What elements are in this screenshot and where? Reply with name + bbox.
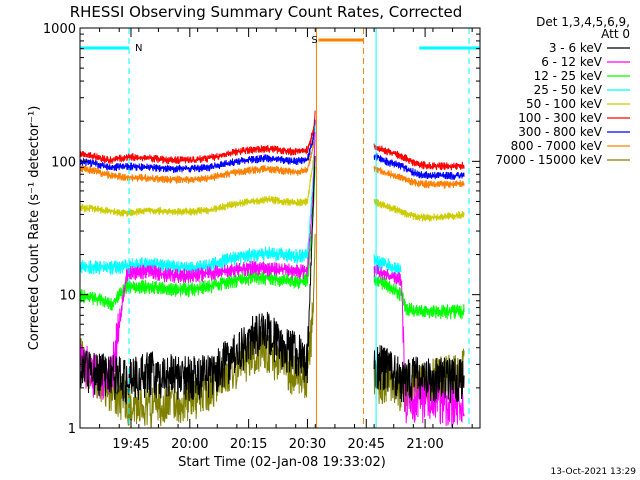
flag-label-N: N — [135, 43, 142, 54]
y-tick-label-1: 10 — [59, 289, 76, 304]
plot-frame — [79, 27, 481, 429]
series-line-300-800-kev-after-gap — [373, 153, 465, 180]
legend-label-50-100-kev: 50 - 100 keV — [526, 97, 603, 111]
legend-label-6-12-kev: 6 - 12 keV — [541, 55, 603, 69]
legend-label-7000-15000-kev: 7000 - 15000 keV — [495, 153, 602, 167]
series-line-50-100-kev-before-gap — [80, 140, 316, 217]
chart-title: RHESSI Observing Summary Count Rates, Co… — [70, 3, 463, 21]
series-line-6-12-kev-after-gap — [373, 264, 465, 427]
series-line-12-25-kev-before-gap — [80, 166, 316, 311]
series-line-800-7000-kev-after-gap — [373, 165, 465, 189]
legend-label-25-50-kev: 25 - 50 keV — [534, 83, 603, 97]
series-line-3-6-kev-after-gap — [373, 345, 465, 404]
y-tick-label-2: 100 — [51, 155, 76, 170]
plot-content — [80, 28, 480, 428]
legend-label-100-300-kev: 100 - 300 keV — [518, 111, 602, 125]
legend-label-800-7000-kev: 800 - 7000 keV — [511, 139, 603, 153]
y-axis-label: Corrected Count Rate (s⁻¹ detector⁻¹) — [27, 106, 42, 351]
x-axis-label: Start Time (02-Jan-08 19:33:02) — [178, 455, 386, 470]
series-line-100-300-kev-after-gap — [373, 143, 465, 171]
x-tick-label-5: 21:00 — [406, 437, 443, 452]
legend-label-12-25-kev: 12 - 25 keV — [534, 69, 603, 83]
x-tick-label-2: 20:15 — [230, 437, 267, 452]
y-tick-label-3: 1000 — [43, 22, 76, 37]
x-tick-label-4: 20:45 — [348, 437, 385, 452]
series-line-12-25-kev-after-gap — [373, 275, 465, 320]
x-tick-label-3: 20:30 — [289, 437, 326, 452]
series-line-800-7000-kev-before-gap — [80, 129, 316, 184]
series-line-3-6-kev-before-gap — [80, 155, 316, 405]
series-line-50-100-kev-after-gap — [373, 198, 465, 222]
legend-label-3-6-kev: 3 - 6 keV — [549, 41, 603, 55]
plot-area: NS — [80, 28, 480, 428]
x-tick-label-1: 20:00 — [171, 437, 208, 452]
series-line-25-50-kev-after-gap — [373, 253, 402, 278]
series-line-300-800-kev-before-gap — [80, 119, 316, 173]
legend-header-line-2: Att 0 — [601, 27, 630, 41]
footer-date: 13-Oct-2021 13:29 — [551, 467, 637, 477]
legend-header-line-1: Det 1,3,4,5,6,9, — [536, 15, 630, 29]
x-tick-label-0: 19:45 — [112, 437, 149, 452]
legend-label-300-800-kev: 300 - 800 keV — [518, 125, 602, 139]
series-line-100-300-kev-before-gap — [80, 110, 316, 165]
series-line-6-12-kev-before-gap — [80, 131, 316, 400]
axis-ticks: 1 10 100 1000 19:45 20:00 20:15 20:30 20:45 21:00 — [43, 22, 480, 452]
y-tick-label-0: 1 — [68, 422, 76, 437]
flag-label-S: S — [311, 35, 317, 46]
